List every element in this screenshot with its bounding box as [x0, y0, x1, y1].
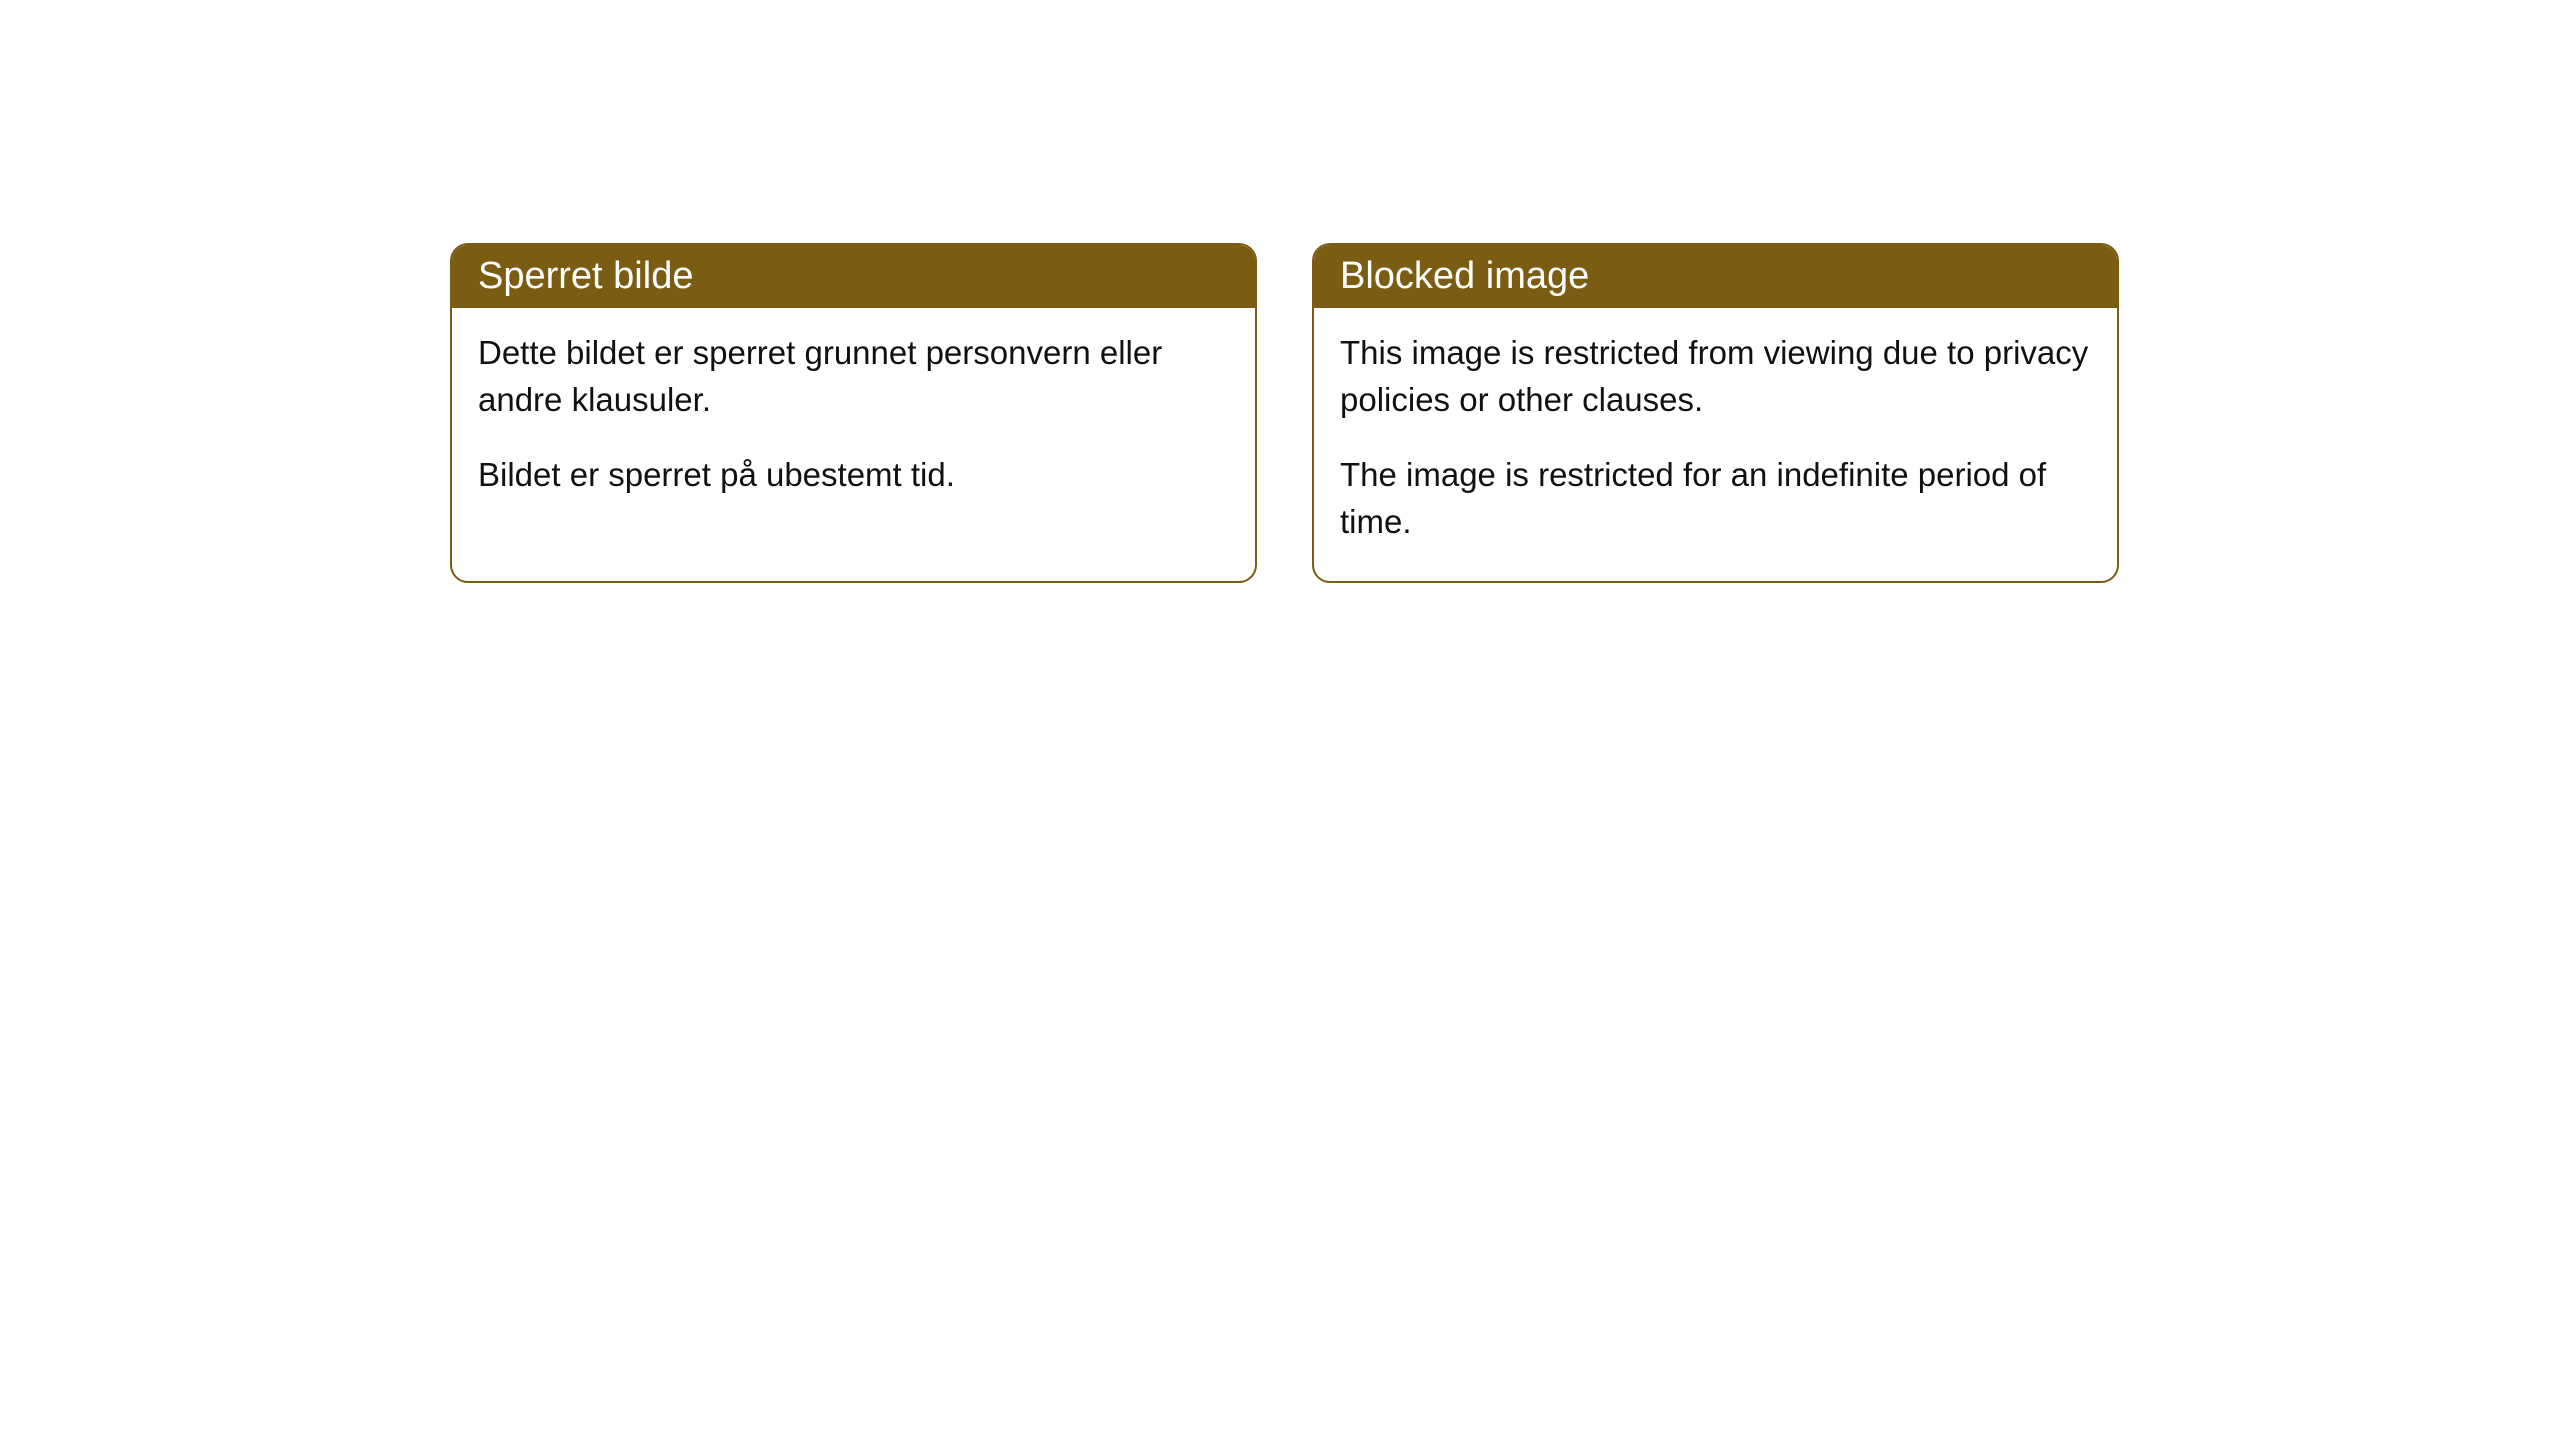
- notice-card-english: Blocked image This image is restricted f…: [1312, 243, 2119, 583]
- card-body: This image is restricted from viewing du…: [1314, 308, 2117, 581]
- card-title: Blocked image: [1340, 255, 1589, 297]
- card-paragraph: Dette bildet er sperret grunnet personve…: [478, 330, 1229, 424]
- card-title: Sperret bilde: [478, 255, 693, 297]
- card-paragraph: Bildet er sperret på ubestemt tid.: [478, 452, 1229, 499]
- card-body: Dette bildet er sperret grunnet personve…: [452, 308, 1255, 535]
- notice-cards-container: Sperret bilde Dette bildet er sperret gr…: [450, 243, 2119, 583]
- card-header: Blocked image: [1314, 245, 2117, 308]
- card-paragraph: This image is restricted from viewing du…: [1340, 330, 2091, 424]
- notice-card-norwegian: Sperret bilde Dette bildet er sperret gr…: [450, 243, 1257, 583]
- card-paragraph: The image is restricted for an indefinit…: [1340, 452, 2091, 546]
- card-header: Sperret bilde: [452, 245, 1255, 308]
